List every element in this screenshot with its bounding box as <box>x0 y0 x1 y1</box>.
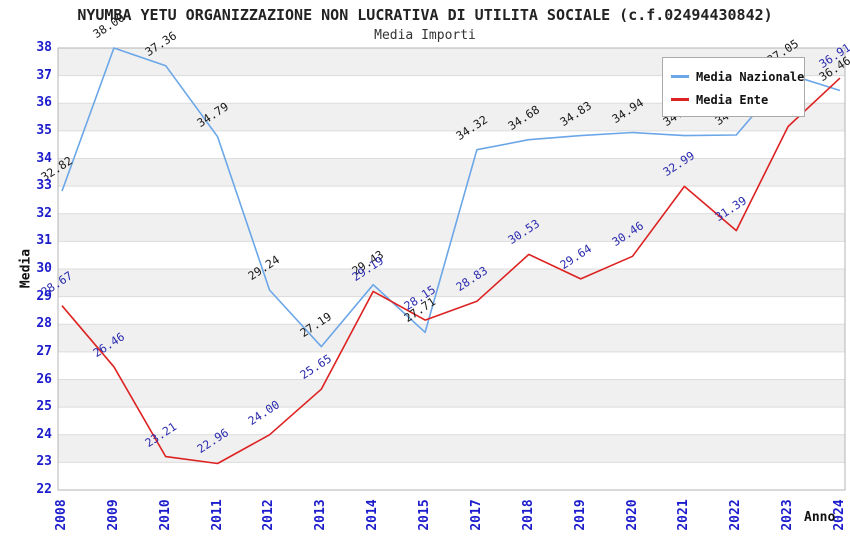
y-tick-label: 24 <box>36 426 52 442</box>
y-tick-label: 37 <box>36 67 52 83</box>
y-tick-label: 27 <box>36 343 52 359</box>
legend-swatch-media-ente <box>671 98 689 101</box>
x-tick-label-2011: 2011 <box>209 499 225 531</box>
x-tick-label-2017: 2017 <box>468 499 484 531</box>
legend-item-media-ente: Media Ente <box>671 88 800 111</box>
legend-label-media-ente: Media Ente <box>696 92 769 107</box>
y-axis-title: Media <box>18 248 34 289</box>
x-tick-label-2018: 2018 <box>520 499 536 531</box>
x-tick-label-2012: 2012 <box>261 499 277 531</box>
plot-band <box>58 158 845 187</box>
legend-item-media-nazionale: Media Nazionale <box>671 65 804 88</box>
series-line-media-ente <box>61 77 841 465</box>
y-tick-label: 36 <box>36 95 52 111</box>
plot-band <box>58 379 845 408</box>
y-tick-label: 34 <box>36 150 52 166</box>
x-tick-label-2013: 2013 <box>313 499 329 531</box>
plot-band <box>58 434 845 463</box>
x-tick-label-2022: 2022 <box>728 499 744 531</box>
x-tick-label-2019: 2019 <box>572 499 588 531</box>
y-tick-label: 23 <box>36 454 52 470</box>
y-tick-label: 29 <box>36 288 52 304</box>
x-axis-title: Anno <box>804 510 836 525</box>
y-tick-label: 38 <box>36 40 52 55</box>
legend-swatch-media-nazionale <box>671 75 689 78</box>
y-tick-label: 28 <box>36 316 52 332</box>
series-line-media-nazionale <box>61 47 841 348</box>
y-tick-label: 32 <box>36 205 52 221</box>
x-tick-label-2008: 2008 <box>54 499 69 531</box>
y-tick-label: 31 <box>36 233 52 249</box>
legend-label-media-nazionale: Media Nazionale <box>696 69 805 84</box>
x-tick-label-2020: 2020 <box>624 499 640 531</box>
y-tick-label: 35 <box>36 122 52 138</box>
y-tick-label: 30 <box>36 261 52 276</box>
x-tick-label-2014: 2014 <box>365 499 381 531</box>
y-tick-label: 26 <box>36 371 52 387</box>
y-tick-label: 33 <box>36 178 52 194</box>
y-tick-label: 25 <box>36 399 52 415</box>
plot-band <box>58 324 845 352</box>
chart-title: NYUMBA YETU ORGANIZZAZIONE NON LUCRATIVA… <box>77 6 773 24</box>
chart-subtitle: Media Importi <box>374 28 476 43</box>
legend: Media Nazionale Media Ente <box>662 57 805 117</box>
x-tick-label-2023: 2023 <box>780 499 796 531</box>
x-tick-label-2015: 2015 <box>417 499 433 531</box>
plot-band <box>58 269 845 297</box>
y-tick-label: 22 <box>36 482 52 497</box>
x-tick-label-2021: 2021 <box>676 499 692 531</box>
x-tick-label-2010: 2010 <box>157 499 173 531</box>
x-tick-label-2009: 2009 <box>105 499 121 531</box>
plot-border <box>57 47 846 491</box>
